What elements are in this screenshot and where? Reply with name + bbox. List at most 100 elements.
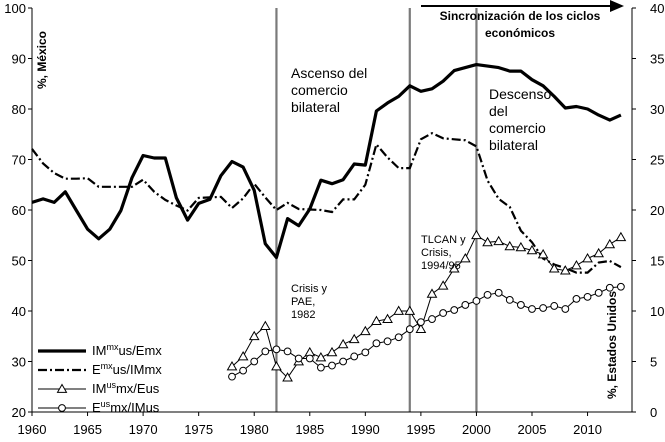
series-3-marker <box>271 361 282 371</box>
series-4-marker <box>239 366 248 375</box>
series-3-marker <box>504 240 516 251</box>
left-tick-label: 40 <box>12 304 26 319</box>
x-tick-label: 1960 <box>18 422 47 437</box>
series-4-marker <box>339 357 348 366</box>
series-3-marker <box>282 372 293 382</box>
series-3-marker <box>259 320 271 331</box>
x-tick-label: 1990 <box>351 422 380 437</box>
series-3-marker <box>237 350 249 361</box>
right-tick-label: 10 <box>650 304 664 319</box>
right-tick-label: 5 <box>650 355 657 370</box>
series-4-marker <box>483 290 492 299</box>
series-4-marker <box>294 354 303 363</box>
right-axis-label: %, Estados Unidos <box>605 291 619 399</box>
x-tick-label: 2000 <box>462 422 491 437</box>
series-4-marker <box>594 288 603 297</box>
series-4-marker <box>539 304 548 312</box>
right-tick-label: 30 <box>650 102 664 117</box>
series-3-marker <box>493 235 505 246</box>
series-4-marker <box>550 302 559 310</box>
series-4-marker <box>561 305 570 313</box>
series-3-marker <box>593 247 605 258</box>
annotation-tlcan: Crisis, <box>421 247 452 259</box>
series-3-marker <box>226 361 238 371</box>
annotation-sincronizacion: económicos <box>485 26 555 40</box>
left-tick-label: 70 <box>12 153 26 168</box>
legend-label: IMmxus/Emx <box>92 342 162 358</box>
series-1-line <box>31 62 622 260</box>
series-3-marker <box>371 315 382 325</box>
annotation-descenso: bilateral <box>489 137 538 153</box>
left-tick-label: 50 <box>12 254 26 269</box>
annotation-ascenso: Ascenso del <box>291 65 367 81</box>
series-3-marker <box>482 236 493 247</box>
series-4-marker <box>283 347 292 356</box>
legend: IMmxus/Emx Emxus/IMmx IMusmx/Eus Eusmx/IMus <box>38 342 162 415</box>
series-3-marker <box>415 323 427 334</box>
series-4-marker <box>228 372 236 381</box>
legend-circle-marker <box>58 404 66 412</box>
series-3-marker <box>393 305 405 315</box>
series-4-marker <box>261 347 270 356</box>
arrow-head <box>610 0 624 12</box>
series-4-marker <box>428 315 436 323</box>
left-tick-label: 90 <box>12 52 26 67</box>
left-tick-label: 100 <box>4 1 26 16</box>
series-4-marker <box>605 283 614 292</box>
annotation-ascenso: comercio <box>291 82 348 98</box>
series-4-marker <box>328 361 336 370</box>
series-4-marker <box>516 301 525 309</box>
series-3-marker <box>471 229 482 240</box>
series-4-marker <box>316 363 325 372</box>
series-4-marker <box>583 292 592 301</box>
series-3-marker <box>582 252 593 263</box>
series-4-marker <box>405 325 414 334</box>
series-3-marker <box>615 231 627 242</box>
right-tick-label: 35 <box>650 52 664 67</box>
left-tick-label: 80 <box>12 102 26 117</box>
left-tick-label: 60 <box>12 203 26 218</box>
series-layer <box>31 62 627 382</box>
series-4-marker <box>528 305 536 313</box>
series-4-marker <box>361 348 370 357</box>
series-2-line <box>31 131 622 274</box>
reference-lines <box>275 8 478 412</box>
right-tick-label: 25 <box>650 153 664 168</box>
right-tick-label: 0 <box>650 405 657 420</box>
series-4-marker <box>505 295 514 304</box>
series-3-marker <box>326 346 338 357</box>
series-4-marker <box>472 297 481 305</box>
series-4-marker <box>416 318 425 327</box>
x-tick-label: 1975 <box>184 422 213 437</box>
x-tick-label: 2010 <box>573 422 602 437</box>
left-tick-label: 30 <box>12 355 26 370</box>
series-4-marker <box>572 294 581 303</box>
series-3-marker <box>404 305 416 315</box>
annotation-tlcan: TLCAN y <box>421 234 466 246</box>
series-4-marker <box>616 282 625 291</box>
series-3-marker <box>315 351 327 362</box>
legend-label: Emxus/IMmx <box>92 361 162 377</box>
right-tick-label: 20 <box>650 203 664 218</box>
series-3-marker <box>548 263 560 273</box>
series-3-marker <box>571 260 582 270</box>
annotation-descenso: Descenso <box>489 86 551 102</box>
legend-triangle-marker <box>56 383 68 393</box>
annotation-crisis-1982: Crisis y <box>291 283 328 295</box>
series-4-marker <box>372 339 381 348</box>
series-3-marker <box>448 263 460 273</box>
series-3-marker <box>604 238 616 249</box>
annotation-tlcan: 1994/95 <box>421 260 461 272</box>
series-3-marker <box>559 265 571 275</box>
series-3-marker <box>348 333 360 344</box>
x-tick-label: 1995 <box>406 422 435 437</box>
series-4-marker <box>250 357 259 366</box>
x-tick-label: 1985 <box>295 422 324 437</box>
series-3-marker <box>526 244 538 255</box>
series-3-marker <box>382 313 393 323</box>
x-tick-label: 2005 <box>518 422 547 437</box>
series-3-marker <box>537 248 549 259</box>
annotation-ascenso: bilateral <box>291 99 340 115</box>
right-tick-label: 15 <box>650 254 664 269</box>
